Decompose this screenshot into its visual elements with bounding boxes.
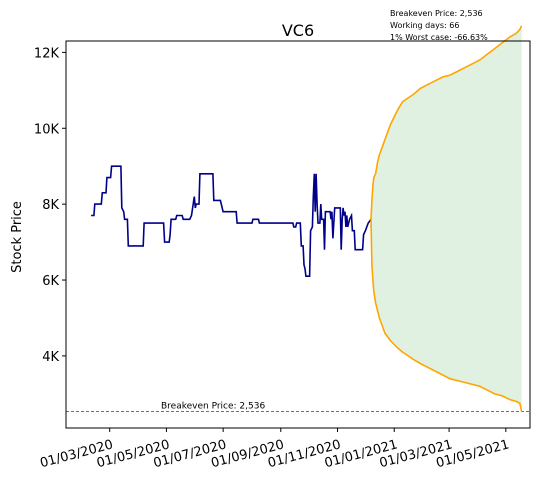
- series-layer: [91, 25, 523, 412]
- projection-lower-line: [370, 219, 523, 412]
- plot-area-frame: [65, 40, 531, 429]
- y-axis-title: Stock Price: [10, 201, 25, 273]
- projection-band-layer: [371, 25, 522, 412]
- y-tick-label: 12K: [34, 46, 60, 61]
- y-tick-label: 6K: [42, 274, 59, 289]
- y-axis: 4K 6K 8K 10K 12K: [34, 46, 66, 365]
- projection-band: [371, 25, 522, 412]
- breakeven-label: Breakeven Price: 2,536: [161, 401, 265, 411]
- y-tick-label: 10K: [34, 122, 60, 137]
- annotation-breakeven: Breakeven Price: 2,536: [390, 9, 483, 18]
- price-series-line: [91, 165, 372, 277]
- x-axis: 01/03/202001/05/202001/07/202001/09/2020…: [38, 428, 511, 471]
- y-tick-label: 8K: [42, 198, 59, 213]
- projection-upper-line: [370, 25, 523, 220]
- chart-title: VC6: [282, 21, 314, 40]
- annotation-worst-case: 1% Worst case: -66.63%: [390, 33, 488, 42]
- annotation-working-days: Working days: 66: [390, 21, 459, 30]
- y-tick-label: 4K: [42, 350, 59, 365]
